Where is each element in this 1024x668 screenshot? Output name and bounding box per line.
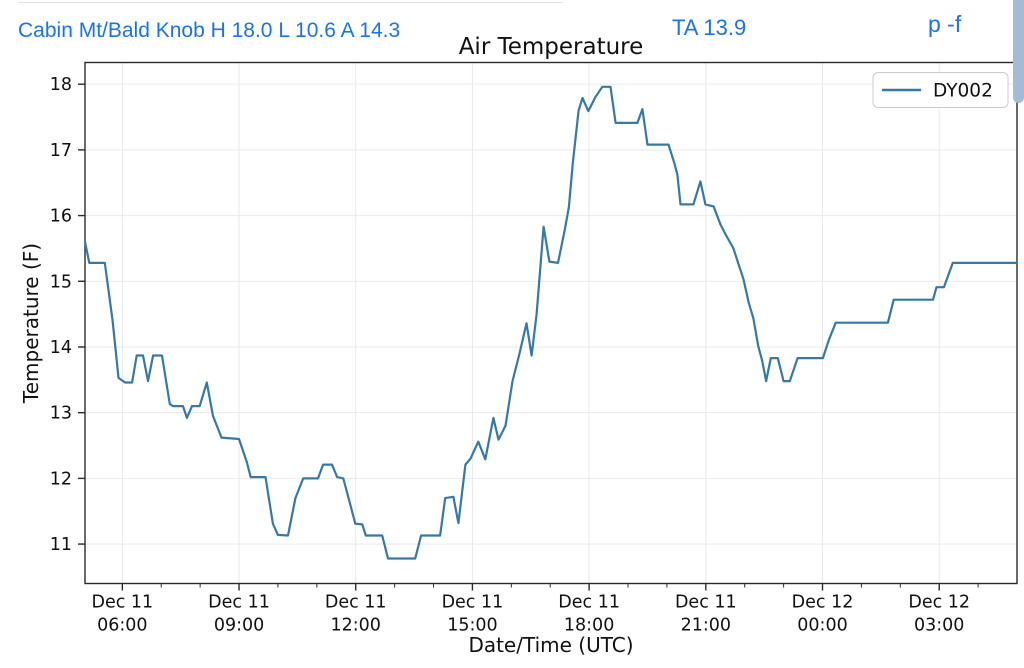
- svg-text:Dec 11: Dec 11: [675, 593, 737, 613]
- plot-border: [84, 61, 1018, 585]
- svg-text:15:00: 15:00: [447, 616, 497, 636]
- svg-text:Dec 12: Dec 12: [908, 593, 970, 613]
- svg-text:16: 16: [50, 207, 72, 227]
- svg-text:06:00: 06:00: [97, 616, 147, 636]
- y-axis-label: Temperature (F): [19, 243, 43, 404]
- station-summary-text: Cabin Mt/Bald Knob H 18.0 L 10.6 A 14.3: [18, 19, 401, 42]
- x-axis-label: Date/Time (UTC): [468, 633, 633, 657]
- legend: DY002: [872, 72, 1009, 108]
- svg-text:14: 14: [50, 338, 72, 358]
- svg-text:Dec 11: Dec 11: [558, 593, 620, 613]
- svg-text:11: 11: [50, 535, 72, 555]
- svg-text:Dec 11: Dec 11: [442, 593, 504, 613]
- current-temperature-readout: TA 13.9: [672, 15, 747, 40]
- svg-text:Dec 11: Dec 11: [208, 593, 270, 613]
- legend-series-label: DY002: [933, 81, 993, 102]
- svg-text:Dec 11: Dec 11: [325, 593, 387, 613]
- svg-text:12: 12: [50, 469, 72, 489]
- svg-text:Dec 12: Dec 12: [792, 593, 854, 613]
- grid-lines: [85, 62, 1017, 584]
- svg-text:Dec 11: Dec 11: [91, 593, 153, 613]
- tick-labels: 11 12 13 14 15 16 17 18 Dec 11 06:00 Dec 11 09:00 De…: [50, 75, 970, 635]
- top-divider: [18, 2, 563, 3]
- svg-text:15: 15: [50, 272, 72, 292]
- svg-text:13: 13: [50, 404, 72, 424]
- svg-text:18:00: 18:00: [564, 616, 614, 636]
- svg-text:03:00: 03:00: [914, 616, 964, 636]
- svg-text:21:00: 21:00: [681, 616, 731, 636]
- svg-text:00:00: 00:00: [797, 616, 847, 636]
- svg-text:12:00: 12:00: [331, 616, 381, 636]
- scrollbar-thumb[interactable]: [1013, 0, 1024, 103]
- temperature-line: [83, 85, 1019, 560]
- axis-ticks: [78, 83, 979, 591]
- chart-title: Air Temperature: [459, 34, 644, 60]
- svg-text:18: 18: [50, 75, 72, 95]
- page-indicator: p -f: [928, 11, 962, 37]
- svg-text:17: 17: [50, 141, 72, 161]
- svg-text:09:00: 09:00: [214, 616, 264, 636]
